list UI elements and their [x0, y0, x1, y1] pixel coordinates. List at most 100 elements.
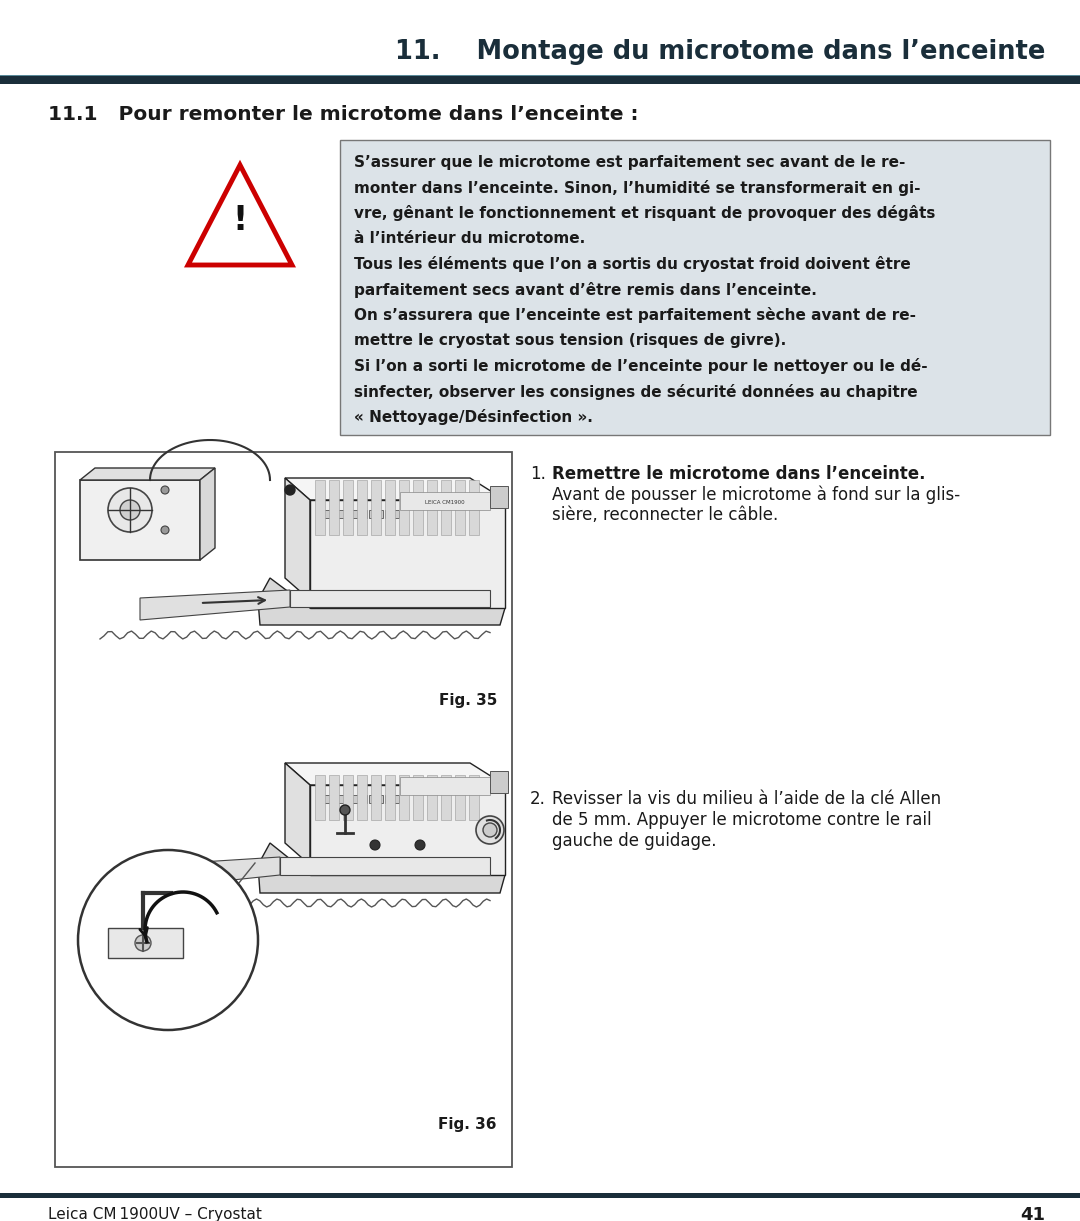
Text: Remettre le microtome dans l’enceinte.: Remettre le microtome dans l’enceinte.: [552, 465, 926, 484]
Circle shape: [135, 935, 151, 951]
Bar: [427, 775, 437, 821]
Text: monter dans l’enceinte. Sinon, l’humidité se transformerait en gi-: monter dans l’enceinte. Sinon, l’humidit…: [354, 179, 920, 195]
Bar: [427, 480, 437, 535]
Bar: [329, 775, 339, 821]
Bar: [400, 777, 490, 795]
Text: Fig. 36: Fig. 36: [438, 1117, 497, 1133]
Text: gauche de guidage.: gauche de guidage.: [552, 832, 716, 850]
Bar: [336, 510, 345, 518]
Text: 11.    Montage du microtome dans l’enceinte: 11. Montage du microtome dans l’enceinte: [394, 39, 1045, 65]
Circle shape: [285, 485, 295, 495]
Text: Fig. 35: Fig. 35: [438, 692, 497, 707]
Polygon shape: [285, 477, 505, 501]
Bar: [329, 480, 339, 535]
Polygon shape: [80, 468, 215, 480]
Bar: [441, 480, 451, 535]
Bar: [320, 510, 334, 518]
Bar: [340, 140, 1050, 435]
Bar: [315, 775, 325, 821]
Bar: [0, 1193, 1080, 1198]
Bar: [372, 480, 381, 535]
Bar: [0, 76, 1080, 84]
Circle shape: [483, 823, 497, 838]
Bar: [392, 510, 399, 518]
Bar: [392, 795, 399, 803]
Bar: [384, 510, 390, 518]
Bar: [357, 480, 367, 535]
Bar: [455, 775, 465, 821]
Polygon shape: [80, 480, 200, 560]
Polygon shape: [310, 501, 505, 608]
Text: « Nettoyage/Désinfection ».: « Nettoyage/Désinfection ».: [354, 409, 593, 425]
Bar: [343, 775, 353, 821]
Polygon shape: [285, 763, 310, 864]
Bar: [384, 480, 395, 535]
Text: sière, reconnecter le câble.: sière, reconnecter le câble.: [552, 505, 779, 524]
Text: Avant de pousser le microtome à fond sur la glis-: Avant de pousser le microtome à fond sur…: [552, 485, 960, 503]
Polygon shape: [188, 165, 292, 265]
Text: Si l’on a sorti le microtome de l’enceinte pour le nettoyer ou le dé-: Si l’on a sorti le microtome de l’encein…: [354, 358, 928, 374]
Bar: [55, 452, 512, 1167]
Bar: [315, 480, 325, 535]
Text: sinfecter, observer les consignes de sécurité données au chapitre: sinfecter, observer les consignes de séc…: [354, 383, 918, 399]
Text: Revisser la vis du milieu à l’aide de la clé Allen: Revisser la vis du milieu à l’aide de la…: [552, 790, 941, 808]
Bar: [357, 775, 367, 821]
Polygon shape: [280, 857, 490, 875]
Bar: [346, 510, 360, 518]
Text: 11.1   Pour remonter le microtome dans l’enceinte :: 11.1 Pour remonter le microtome dans l’e…: [48, 105, 638, 125]
Bar: [0, 74, 1080, 78]
Circle shape: [340, 805, 350, 814]
Polygon shape: [185, 857, 280, 885]
Text: parfaitement secs avant d’être remis dans l’enceinte.: parfaitement secs avant d’être remis dan…: [354, 282, 816, 298]
Bar: [413, 775, 423, 821]
Polygon shape: [291, 590, 490, 607]
Bar: [469, 480, 480, 535]
Bar: [384, 775, 395, 821]
Text: Leica CM 1900UV – Cryostat: Leica CM 1900UV – Cryostat: [48, 1208, 261, 1221]
Bar: [400, 492, 490, 510]
Bar: [384, 795, 390, 803]
Bar: [413, 480, 423, 535]
Polygon shape: [258, 842, 505, 893]
Circle shape: [161, 526, 168, 534]
Text: LEICA CM1900: LEICA CM1900: [426, 501, 464, 505]
Polygon shape: [258, 578, 505, 625]
Bar: [455, 480, 465, 535]
Polygon shape: [140, 590, 291, 620]
Text: On s’assurera que l’enceinte est parfaitement sèche avant de re-: On s’assurera que l’enceinte est parfait…: [354, 306, 916, 324]
Bar: [343, 480, 353, 535]
Text: vre, gênant le fonctionnement et risquant de provoquer des dégâts: vre, gênant le fonctionnement et risquan…: [354, 205, 935, 221]
Polygon shape: [285, 477, 310, 600]
Bar: [320, 795, 334, 803]
Bar: [346, 795, 360, 803]
Bar: [362, 795, 367, 803]
Text: 2.: 2.: [530, 790, 545, 808]
Text: mettre le cryostat sous tension (risques de givre).: mettre le cryostat sous tension (risques…: [354, 333, 786, 348]
Circle shape: [108, 488, 152, 532]
Bar: [399, 480, 409, 535]
Bar: [372, 775, 381, 821]
Text: de 5 mm. Appuyer le microtome contre le rail: de 5 mm. Appuyer le microtome contre le …: [552, 811, 932, 829]
Text: 1.: 1.: [530, 465, 545, 484]
Text: 41: 41: [1020, 1206, 1045, 1221]
Circle shape: [370, 840, 380, 850]
Bar: [336, 795, 345, 803]
Text: Tous les éléments que l’on a sortis du cryostat froid doivent être: Tous les éléments que l’on a sortis du c…: [354, 256, 910, 272]
Circle shape: [476, 816, 504, 844]
Polygon shape: [310, 785, 505, 875]
Circle shape: [78, 850, 258, 1031]
Bar: [399, 775, 409, 821]
Text: à l’intérieur du microtome.: à l’intérieur du microtome.: [354, 231, 585, 245]
Bar: [108, 928, 183, 958]
Bar: [362, 510, 367, 518]
Polygon shape: [285, 763, 505, 785]
Bar: [441, 775, 451, 821]
Circle shape: [415, 840, 426, 850]
Bar: [369, 795, 383, 803]
Bar: [369, 510, 383, 518]
Circle shape: [161, 486, 168, 495]
Bar: [469, 775, 480, 821]
Circle shape: [120, 501, 140, 520]
Polygon shape: [200, 468, 215, 560]
Bar: [490, 486, 508, 508]
